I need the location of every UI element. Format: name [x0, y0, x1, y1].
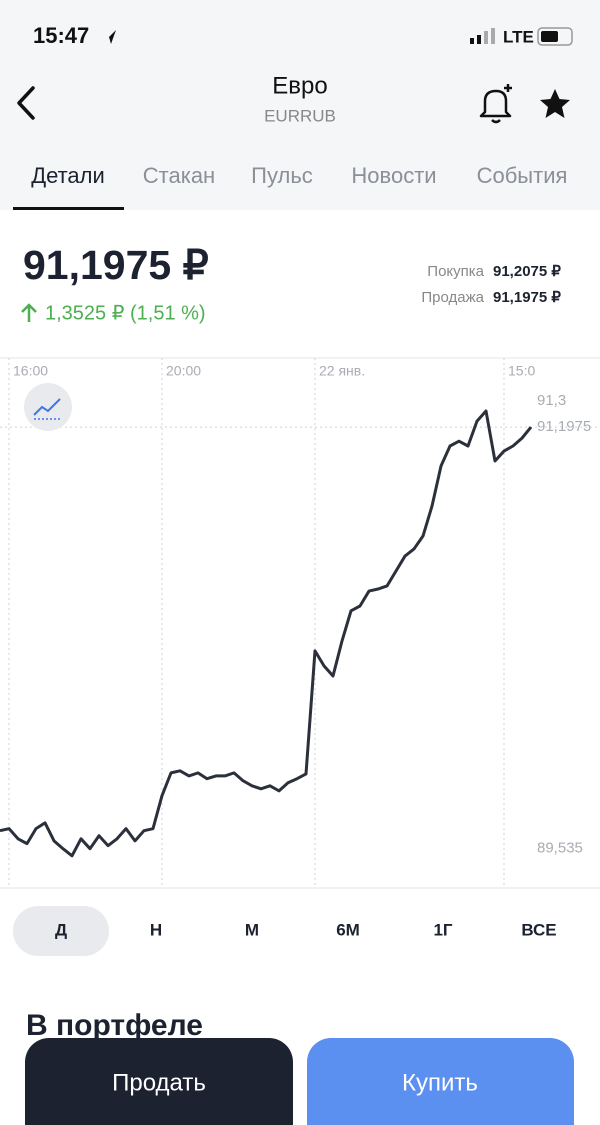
tab-underline [13, 207, 124, 210]
tab[interactable]: Стакан [143, 163, 215, 188]
period-button[interactable]: ВСЕ [521, 920, 556, 939]
portfolio-title: В портфеле [26, 1009, 203, 1042]
buy-price: 91,2075 ₽ [493, 263, 561, 280]
indicator-button[interactable] [24, 383, 72, 431]
battery-level [541, 31, 558, 42]
x-tick-label: 15:0 [508, 363, 535, 379]
tab[interactable]: Детали [31, 163, 105, 188]
y-tick-label: 91,3 [537, 392, 566, 409]
price-change: 1,3525 ₽ (1,51 %) [45, 302, 206, 324]
price: 91,1975 ₽ [23, 242, 209, 288]
period-button[interactable]: М [245, 920, 259, 939]
y-tick-label: 89,535 [537, 840, 583, 857]
favorite-button[interactable] [540, 89, 570, 118]
signal-icon [470, 28, 495, 44]
x-tick-label: 16:00 [13, 363, 48, 379]
ticker: EURRUB [264, 106, 336, 125]
up-arrow [21, 303, 37, 322]
network: LTE [503, 27, 534, 46]
tab[interactable]: События [477, 163, 568, 188]
buy-button[interactable] [307, 1038, 574, 1125]
buy-button-label: Купить [402, 1069, 478, 1096]
buy-label: Покупка [427, 263, 484, 280]
back-button[interactable] [17, 86, 35, 120]
period-button[interactable]: 6М [336, 920, 360, 939]
period-selected [13, 906, 109, 956]
x-tick-label: 22 янв. [319, 363, 365, 379]
header-bg [0, 0, 600, 210]
sell-button[interactable] [25, 1038, 293, 1125]
alert-button[interactable] [479, 84, 512, 124]
period-button[interactable]: Д [55, 920, 67, 939]
price-line [0, 409, 533, 858]
battery [537, 27, 573, 46]
indicator-icon [33, 398, 61, 416]
title: Евро [272, 72, 327, 99]
y-tick-label: 91,1975 [537, 418, 591, 435]
x-tick-label: 20:00 [166, 363, 201, 379]
sell-button-label: Продать [112, 1069, 206, 1096]
location-icon [104, 30, 116, 44]
period-button[interactable]: 1Г [433, 920, 452, 939]
tab[interactable]: Пульс [251, 163, 313, 188]
period-button[interactable]: Н [150, 920, 162, 939]
time: 15:47 [33, 23, 89, 48]
sell-label: Продажа [421, 289, 484, 306]
tab[interactable]: Новости [351, 163, 436, 188]
sell-price: 91,1975 ₽ [493, 289, 561, 306]
